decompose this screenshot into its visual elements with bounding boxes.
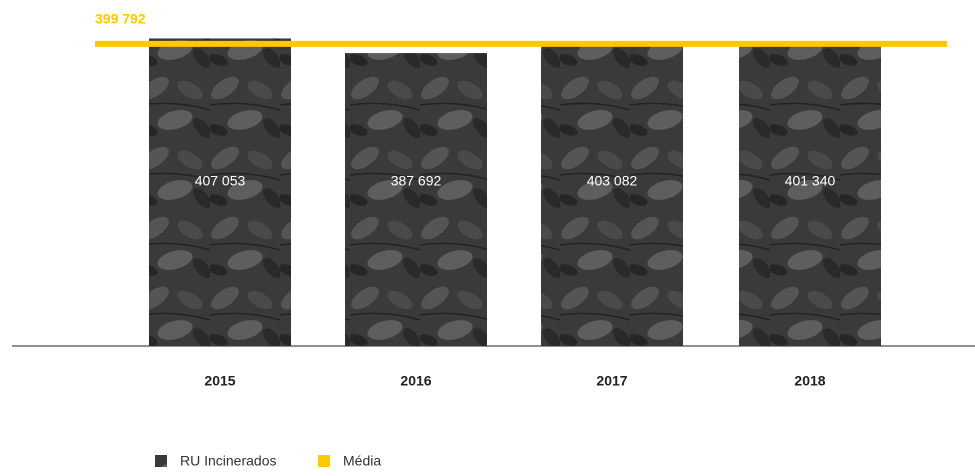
chart: RU Incinerados Média 407 053 2015 387 692 2… xyxy=(0,0,975,471)
x-tick-label: 2016 xyxy=(400,373,431,389)
bar xyxy=(149,38,291,346)
bar xyxy=(541,41,683,346)
bar xyxy=(739,43,881,346)
value-label: 403 082 xyxy=(587,173,638,189)
value-label: 387 692 xyxy=(391,173,442,189)
bar xyxy=(345,53,487,346)
legend-label: RU Incinerados xyxy=(180,453,277,469)
x-tick-label: 2018 xyxy=(794,373,825,389)
average-label: 399 792 xyxy=(95,11,146,27)
legend-swatch xyxy=(155,455,167,467)
x-tick-label: 2017 xyxy=(596,373,627,389)
legend-label: Média xyxy=(343,453,381,469)
x-tick-label: 2015 xyxy=(204,373,235,389)
value-label: 401 340 xyxy=(785,173,836,189)
value-label: 407 053 xyxy=(195,173,246,189)
legend-swatch xyxy=(318,455,330,467)
